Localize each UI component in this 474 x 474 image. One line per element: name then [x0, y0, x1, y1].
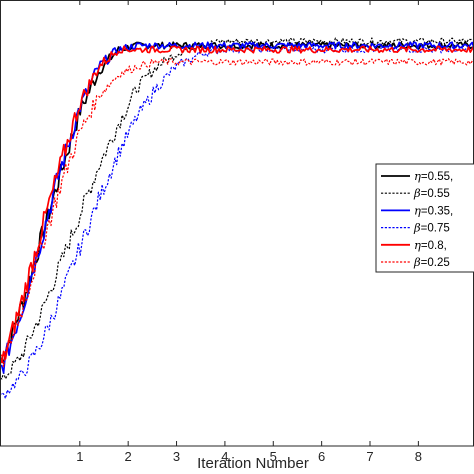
legend-box: [375, 163, 474, 273]
x-tick-label: 3: [173, 449, 180, 464]
legend-label-1: η=0.55,: [414, 169, 453, 183]
legend-label-4: β=0.75: [413, 221, 450, 235]
series-layer: [0, 37, 474, 400]
x-tick-label: 5: [270, 449, 277, 464]
x-tick-label: 6: [318, 449, 325, 464]
legend-label-5: η=0.8,: [414, 238, 447, 252]
legend-label-3: η=0.35,: [414, 203, 453, 217]
legend-label-6: β=0.25: [413, 255, 450, 269]
axes-layer: 1 2 3 4 5 6 7 8: [0, 0, 474, 464]
x-axis-title: Iteration Number: [197, 455, 309, 472]
x-tick-label: 1: [76, 449, 83, 464]
legend-label-2: β=0.55: [413, 186, 450, 200]
series-line-6: [0, 58, 474, 368]
x-tick-label: 7: [366, 449, 373, 464]
series-line-4: [0, 45, 474, 400]
x-tick-label: 8: [415, 449, 422, 464]
series-line-5: [0, 45, 474, 364]
series-line-2: [0, 37, 474, 380]
legend: η=0.55, β=0.55 η=0.35, β=0.75 η=0.8, β=0.25: [375, 163, 474, 273]
x-tick-label: 2: [125, 449, 132, 464]
x-tick-label: 4: [221, 449, 228, 464]
